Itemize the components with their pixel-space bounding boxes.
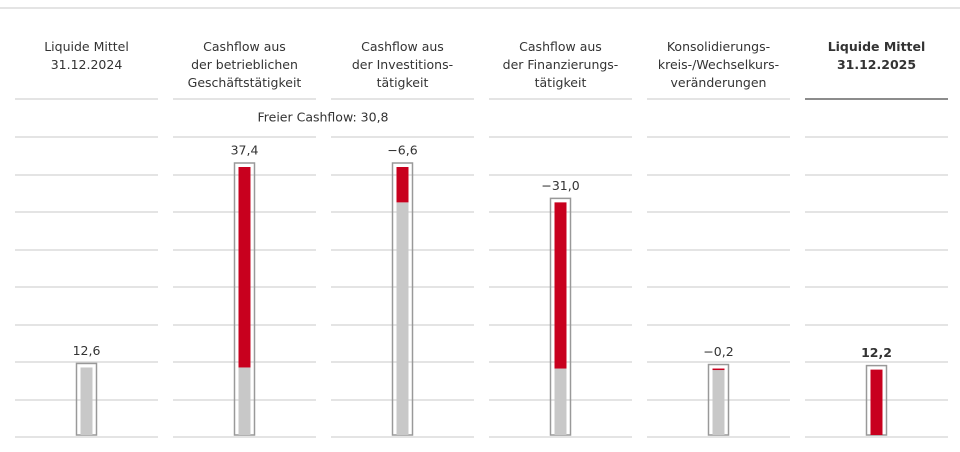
- bar-base: [554, 368, 567, 435]
- column-header: Konsolidierungs-kreis-/Wechselkurs-verän…: [658, 39, 779, 90]
- value-label: −31,0: [541, 178, 579, 193]
- column-header: Cashflow aus der betrieblichen Geschäftstä…: [188, 39, 302, 90]
- header-line: Geschäftstätigkeit: [188, 75, 302, 90]
- header-line: kreis-/Wechselkurs-: [658, 57, 779, 72]
- header-line: Cashflow aus: [519, 39, 602, 54]
- bar-base: [712, 369, 725, 435]
- header-line: Cashflow aus: [203, 39, 286, 54]
- bar-base: [396, 202, 409, 435]
- bar: [80, 367, 93, 435]
- value-label: −0,2: [703, 344, 733, 359]
- header-line: der Investitions-: [352, 57, 453, 72]
- value-label: 12,6: [73, 343, 101, 358]
- header-line: tätigkeit: [535, 75, 587, 90]
- annotation: Freier Cashflow: 30,8: [257, 110, 388, 125]
- column-header: Cashflow aus der Finanzierungs-tätigkeit: [503, 39, 619, 90]
- bar: [396, 167, 409, 203]
- header-line: Konsolidierungs-: [667, 39, 770, 54]
- header-line: der betrieblichen: [191, 57, 298, 72]
- header-line: Liquide Mittel: [828, 39, 926, 54]
- header-line: der Finanzierungs-: [503, 57, 619, 72]
- value-label: 12,2: [861, 345, 892, 360]
- bar: [554, 202, 567, 369]
- bar: [238, 167, 251, 368]
- bar: [870, 369, 883, 435]
- value-label: −6,6: [387, 143, 417, 158]
- column-header: Cashflow aus der Investitions-tätigkeit: [352, 39, 453, 90]
- header-line: 31.12.2025: [837, 57, 916, 72]
- header-line: Liquide Mittel: [44, 39, 129, 54]
- header-line: 31.12.2024: [51, 57, 123, 72]
- bar: [712, 368, 725, 371]
- bar-base: [238, 367, 251, 435]
- column-header: Liquide Mittel 31.12.2025: [828, 39, 926, 72]
- header-line: Cashflow aus: [361, 39, 444, 54]
- header-line: veränderungen: [671, 75, 767, 90]
- value-label: 37,4: [231, 143, 259, 158]
- column-header: Liquide Mittel 31.12.2024: [44, 39, 129, 72]
- header-line: tätigkeit: [377, 75, 429, 90]
